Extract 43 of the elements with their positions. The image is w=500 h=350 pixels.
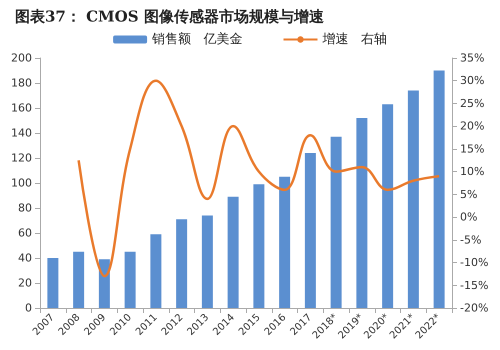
y2-tick-label: 0% [460,210,478,224]
legend-label: 增速 右轴 [322,32,387,47]
y-tick-label: 40 [18,252,32,264]
y-tick-label: 140 [11,126,32,140]
y-tick-label: 0 [25,302,32,314]
y2-tick-label: 10% [460,165,484,178]
y2-tick-label: 30% [460,74,484,88]
y2-tick-label: 5% [460,188,478,201]
y2-tick-label: -5% [460,233,482,246]
y2-tick-label: 35% [460,52,484,64]
y-tick-label: 20 [18,276,32,290]
bar [124,252,136,308]
bar [253,184,264,308]
y2-tick-label: 25% [460,96,484,110]
y-tick-label: 160 [11,102,32,114]
bar [98,259,110,308]
bar [47,258,58,308]
y-tick-label: 120 [11,152,32,164]
bar [408,90,419,308]
bar [150,234,162,308]
chart-title: 图表37： CMOS 图像传感器市场规模与增速 [15,8,325,26]
y-tick-label: 60 [18,226,32,240]
y-tick-label: 200 [11,52,32,64]
legend-label: 销售额 亿美金 [151,31,243,47]
bar [176,219,188,308]
y-tick-label: 100 [11,176,32,190]
bar [279,176,290,308]
bar [330,136,342,308]
y2-tick-label: -20% [460,302,488,314]
bar [356,118,368,308]
bar [382,104,394,308]
y2-tick-label: 15% [460,142,484,156]
bar [202,216,213,308]
bar [304,153,316,308]
y-tick-label: 80 [18,202,32,214]
line-series [77,79,440,278]
y2-tick-label: 20% [460,120,484,133]
bar [228,196,239,308]
y-tick-label: 180 [11,76,32,90]
y2-tick-label: -15% [460,278,488,292]
bar [73,252,84,308]
y2-tick-label: -10% [460,256,488,270]
bar [434,70,445,308]
